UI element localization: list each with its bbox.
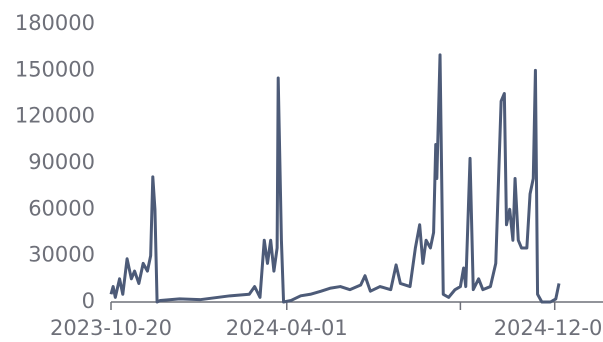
y-tick-label: 120000 — [15, 104, 95, 128]
y-tick-label: 90000 — [28, 150, 95, 174]
y-tick-label: 60000 — [28, 196, 95, 220]
y-tick-label: 30000 — [28, 243, 95, 267]
y-tick-label: 0 — [82, 289, 95, 313]
x-tick-label: 2024-12-07 — [494, 316, 603, 340]
x-tick-label: 2024-04-01 — [226, 316, 348, 340]
y-tick-label: 150000 — [15, 57, 95, 81]
y-tick-label: 180000 — [15, 11, 95, 35]
line-series — [109, 53, 561, 304]
x-tick-label: 2023-10-20 — [50, 316, 172, 340]
